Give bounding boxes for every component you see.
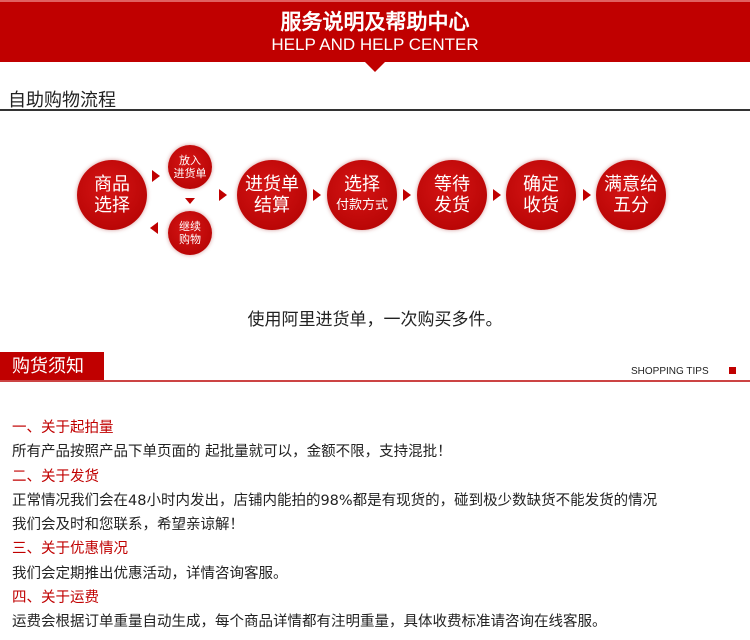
- process-title: 自助购物流程: [8, 90, 116, 111]
- arrow-right-icon: [403, 189, 411, 201]
- header-banner: 服务说明及帮助中心 HELP AND HELP CENTER: [0, 0, 750, 62]
- step-text: 付款方式: [335, 198, 388, 213]
- step-text: 选择: [94, 195, 130, 216]
- step-confirm-receipt: 确定 收货: [506, 160, 576, 230]
- tips-list: 一、关于起拍量 所有产品按照产品下单页面的 起批量就可以，金额不限，支持混批！ …: [12, 416, 657, 635]
- step-text: 发货: [434, 195, 470, 216]
- divider: [0, 109, 750, 111]
- tip-heading: 三、关于优惠情况: [12, 541, 128, 558]
- step-text: 等待: [434, 174, 470, 195]
- arrow-left-icon: [150, 222, 158, 234]
- step-continue-shopping: 继续 购物: [168, 211, 212, 255]
- step-text: 确定: [523, 174, 559, 195]
- tip-text: 所有产品按照产品下单页面的 起批量就可以，金额不限，支持混批！: [12, 444, 452, 461]
- step-text: 进货单: [245, 174, 299, 195]
- step-await-shipping: 等待 发货: [417, 160, 487, 230]
- step-select-product: 商品 选择: [77, 160, 147, 230]
- process-tagline: 使用阿里进货单，一次购买多件。: [247, 310, 503, 330]
- tip-text: 我们会定期推出优惠活动，详情咨询客服。: [12, 565, 288, 582]
- tips-title: 购货须知: [0, 352, 104, 382]
- arrow-right-icon: [152, 170, 160, 182]
- tip-text: 运费会根据订单重量自动生成，每个商品详情都有注明重量，具体收费标准请咨询在线客服…: [12, 614, 607, 631]
- banner-subtitle: HELP AND HELP CENTER: [271, 35, 479, 54]
- step-text: 购物: [179, 233, 201, 246]
- arrow-down-icon: [185, 198, 195, 204]
- step-text: 满意给: [604, 174, 658, 195]
- arrow-right-icon: [493, 189, 501, 201]
- step-text: 商品: [94, 174, 130, 195]
- step-text: 五分: [613, 195, 649, 216]
- banner-pointer: [365, 62, 385, 72]
- tips-title-en: SHOPPING TIPS: [631, 366, 709, 377]
- tip-text: 正常情况我们会在48小时内发出，店铺内能拍的98%都是有现货的，碰到极少数缺货不…: [12, 492, 658, 509]
- tip-heading: 二、关于发货: [12, 468, 99, 485]
- tip-heading: 一、关于起拍量: [12, 420, 114, 436]
- step-text: 放入: [179, 154, 201, 167]
- tip-heading: 四、关于运费: [12, 590, 99, 607]
- step-text: 收货: [523, 195, 559, 216]
- square-icon: [729, 367, 736, 374]
- step-text: 继续: [179, 220, 201, 233]
- tip-text: 我们会及时和您联系，希望亲谅解！: [12, 517, 244, 534]
- arrow-right-icon: [219, 189, 227, 201]
- arrow-right-icon: [583, 189, 591, 201]
- arrow-right-icon: [313, 189, 321, 201]
- step-checkout: 进货单 结算: [237, 160, 307, 230]
- step-payment-method: 选择 付款方式: [327, 160, 397, 230]
- step-text: 结算: [254, 195, 290, 216]
- divider: [0, 380, 750, 382]
- step-add-to-cart: 放入 进货单: [168, 145, 212, 189]
- step-five-star-rating: 满意给 五分: [596, 160, 666, 230]
- step-text: 选择: [344, 174, 380, 195]
- banner-title: 服务说明及帮助中心: [280, 10, 470, 34]
- step-text: 进货单: [173, 167, 207, 180]
